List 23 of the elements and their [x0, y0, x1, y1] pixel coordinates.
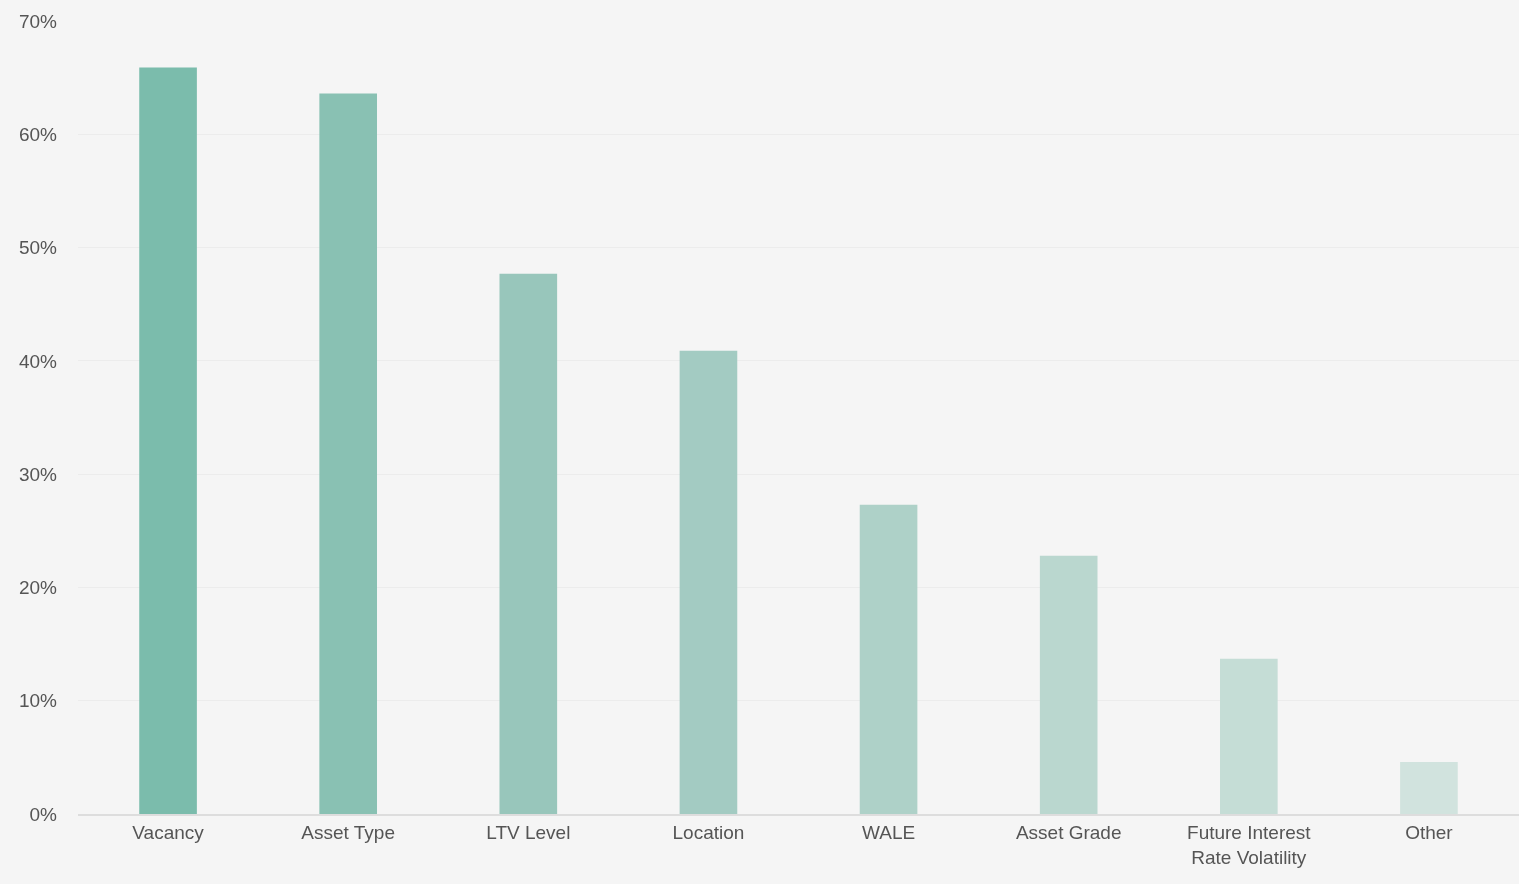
bar	[1219, 658, 1278, 814]
y-tick-label: 30%	[18, 463, 58, 485]
y-tick-label: 20%	[18, 577, 58, 599]
bar	[319, 93, 378, 814]
y-tick-label: 50%	[18, 237, 58, 259]
bar	[859, 504, 918, 814]
bar	[499, 273, 558, 814]
x-tick-label: Other	[1405, 821, 1454, 843]
y-tick-label: 10%	[18, 690, 58, 712]
y-tick-label: 40%	[18, 350, 58, 372]
y-tick-label: 60%	[18, 123, 58, 145]
x-tick-label: Asset Type	[301, 821, 396, 843]
x-tick-label: WALE	[861, 821, 916, 843]
x-tick-label: Asset Grade	[1015, 821, 1122, 843]
x-tick-label: Vacancy	[132, 821, 205, 843]
y-tick-label: 0%	[29, 803, 58, 825]
y-tick-label: 70%	[18, 10, 58, 32]
x-tick-label: Location	[672, 821, 745, 843]
bar	[139, 67, 197, 814]
x-tick-label: LTV Level	[486, 821, 571, 843]
x-tick-label: Future Interest Rate Volatility	[1187, 821, 1312, 868]
bar	[1039, 555, 1098, 814]
bar	[679, 350, 738, 814]
